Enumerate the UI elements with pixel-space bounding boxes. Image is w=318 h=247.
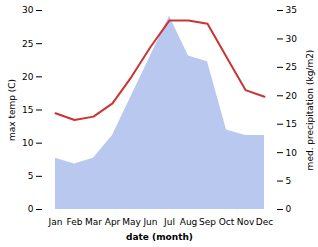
svg-text:Oct: Oct — [219, 217, 235, 227]
svg-text:10: 10 — [22, 138, 34, 148]
svg-text:5: 5 — [28, 171, 34, 181]
svg-text:date (month): date (month) — [126, 232, 193, 242]
svg-text:0: 0 — [28, 204, 34, 214]
svg-text:Sep: Sep — [199, 217, 216, 227]
svg-text:Jul: Jul — [163, 217, 175, 227]
svg-text:10: 10 — [286, 148, 298, 158]
svg-text:0: 0 — [286, 204, 292, 214]
svg-text:max temp (C): max temp (C) — [7, 79, 17, 141]
svg-text:25: 25 — [22, 39, 33, 49]
svg-text:Dec: Dec — [256, 217, 273, 227]
svg-text:35: 35 — [286, 5, 297, 15]
svg-text:15: 15 — [286, 119, 297, 129]
svg-text:20: 20 — [22, 72, 34, 82]
svg-text:Mar: Mar — [85, 217, 102, 227]
svg-text:Jan: Jan — [48, 217, 63, 227]
svg-text:Apr: Apr — [105, 217, 121, 227]
svg-text:Feb: Feb — [67, 217, 83, 227]
svg-text:30: 30 — [286, 34, 298, 44]
svg-text:30: 30 — [22, 5, 34, 15]
svg-text:Jun: Jun — [142, 217, 157, 227]
svg-text:5: 5 — [286, 176, 292, 186]
svg-text:Nov: Nov — [237, 217, 255, 227]
svg-text:15: 15 — [22, 105, 33, 115]
svg-text:25: 25 — [286, 62, 297, 72]
svg-text:med. precipitation (kg/m2): med. precipitation (kg/m2) — [305, 50, 315, 171]
svg-text:May: May — [122, 217, 141, 227]
svg-text:Aug: Aug — [180, 217, 198, 227]
svg-text:20: 20 — [286, 91, 298, 101]
